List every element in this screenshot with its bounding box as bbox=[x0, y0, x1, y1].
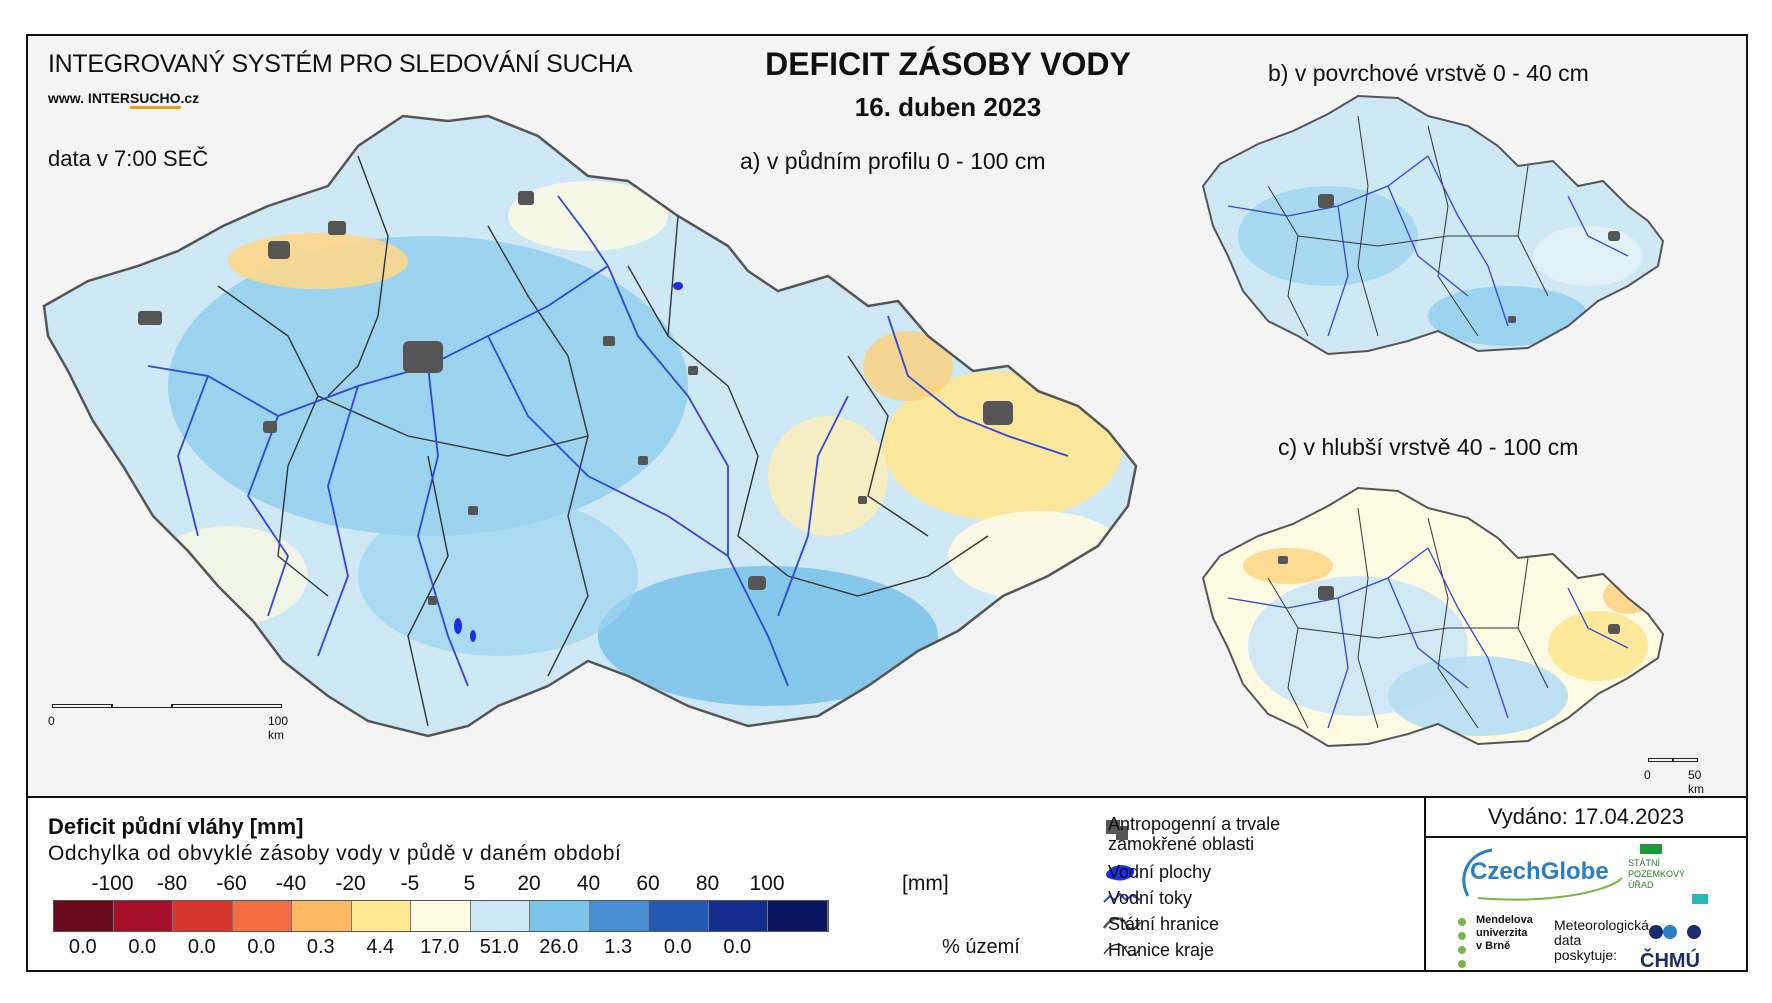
website-link[interactable]: www. INTERSUCHO.cz bbox=[48, 90, 200, 109]
data-time: data v 7:00 SEČ bbox=[48, 146, 209, 171]
legend-tick-unit: [mm] bbox=[902, 872, 949, 895]
legend-tick-label: -20 bbox=[335, 872, 366, 895]
symbol-anthropogenic-label: Antropogenní a trvale zamokřené oblasti bbox=[1108, 814, 1281, 854]
legend-swatch bbox=[54, 901, 114, 931]
legend-percent-value: 0.0 bbox=[663, 936, 692, 958]
legend-percent-value: 0.0 bbox=[723, 936, 752, 958]
legend-tick-label: 20 bbox=[517, 872, 541, 895]
surface-map-label: b) v povrchové vrstvě 0 - 40 cm bbox=[1268, 60, 1589, 86]
main-scale-segment bbox=[112, 704, 172, 708]
main-map bbox=[42, 114, 1138, 738]
water-area-icon bbox=[1106, 865, 1135, 881]
main-scale-start: 0 bbox=[48, 714, 55, 728]
legend-swatch bbox=[411, 901, 471, 931]
legend-tick-label: -60 bbox=[216, 872, 247, 895]
legend-swatch bbox=[530, 901, 590, 931]
legend-swatch bbox=[589, 901, 649, 931]
small-scale-segment bbox=[1673, 758, 1698, 762]
main-map-label: a) v půdním profilu 0 - 100 cm bbox=[740, 148, 1046, 174]
legend-percent-unit: % území bbox=[942, 936, 1020, 958]
state-border-icon bbox=[1102, 917, 1142, 931]
small-scale-segment bbox=[1648, 758, 1673, 762]
legend-subtitle: Odchylka od obvyklé zásoby vody v půdě v… bbox=[48, 842, 622, 865]
legend-tick-label: -40 bbox=[275, 872, 307, 895]
divider bbox=[1424, 798, 1426, 970]
legend-swatch bbox=[708, 901, 768, 931]
deep-map-label: c) v hlubší vrstvě 40 - 100 cm bbox=[1278, 434, 1579, 460]
meteo-data-label: Meteorologická data poskytuje: bbox=[1554, 917, 1649, 963]
mendel-logo-icon bbox=[1458, 918, 1466, 968]
chmu-logo: ČHMÚ bbox=[1640, 950, 1700, 972]
spu-logo: STÁTNÍ POZEMKOVÝ ÚŘAD bbox=[1628, 858, 1686, 890]
symbol-water-areas-label: Vodní plochy bbox=[1108, 862, 1212, 882]
legend-tick-label: 80 bbox=[695, 872, 720, 895]
legend-percent-value: 0.3 bbox=[306, 936, 335, 958]
legend-swatch bbox=[351, 901, 411, 931]
legend-percent-value: 26.0 bbox=[539, 936, 579, 958]
divider bbox=[1426, 836, 1746, 838]
legend-swatch bbox=[232, 901, 292, 931]
legend-percent-value: 17.0 bbox=[420, 936, 460, 958]
small-scale-end: 50 km bbox=[1688, 768, 1704, 796]
czechglobe-logo-icon bbox=[1462, 848, 1623, 901]
symbol-state-border-label: Státní hranice bbox=[1108, 914, 1220, 934]
legend-percent-value: 4.4 bbox=[366, 936, 395, 958]
mendel-logo: Mendelova univerzita v Brně bbox=[1476, 914, 1533, 952]
map-area: INTEGROVANÝ SYSTÉM PRO SLEDOVÁNÍ SUCHA w… bbox=[28, 36, 1746, 796]
region-border-icon bbox=[1103, 943, 1141, 956]
legend-swatch bbox=[173, 901, 233, 931]
system-name: INTEGROVANÝ SYSTÉM PRO SLEDOVÁNÍ SUCHA bbox=[48, 50, 633, 78]
legend-tick-label: 60 bbox=[636, 872, 660, 895]
legend-percent-value: 1.3 bbox=[604, 936, 633, 958]
main-scale-segment bbox=[52, 704, 112, 708]
legend-tick-label: -100 bbox=[91, 872, 134, 895]
website-prefix: www. INTER bbox=[48, 90, 130, 106]
website-suffix: .cz bbox=[180, 90, 200, 106]
map-frame: INTEGROVANÝ SYSTÉM PRO SLEDOVÁNÍ SUCHA w… bbox=[26, 34, 1748, 972]
symbol-region-border-label: Hranice kraje bbox=[1108, 940, 1215, 960]
legend-tick-label: -5 bbox=[400, 872, 420, 895]
legend-swatch bbox=[768, 901, 828, 931]
anthropogenic-area-icon bbox=[1106, 820, 1128, 840]
symbol-streams-label: Vodní toky bbox=[1108, 888, 1193, 908]
spu-accent-icon bbox=[1692, 894, 1708, 904]
legend-percent-value: 51.0 bbox=[479, 936, 519, 958]
legend-color-bar bbox=[53, 900, 829, 932]
small-scale-start: 0 bbox=[1644, 768, 1651, 782]
spu-logo-icon bbox=[1640, 844, 1662, 854]
legend-tick-label: 40 bbox=[576, 872, 601, 895]
legend-percent-value: 0.0 bbox=[247, 936, 276, 958]
deep-layer-map bbox=[1201, 486, 1665, 748]
issued-date: Vydáno: 17.04.2023 bbox=[1487, 804, 1685, 829]
website-brand: SUCHO bbox=[129, 90, 181, 109]
legend-tick-label: 100 bbox=[749, 872, 785, 895]
legend-title: Deficit půdní vláhy [mm] bbox=[48, 814, 304, 839]
legend-swatch bbox=[292, 901, 352, 931]
legend-percent-value: 0.0 bbox=[187, 936, 216, 958]
divider bbox=[28, 796, 1746, 798]
czechglobe-logo: CzechGlobe bbox=[1470, 858, 1609, 885]
legend-tick-label: 5 bbox=[463, 872, 476, 895]
main-date: 16. duben 2023 bbox=[854, 92, 1042, 122]
chmu-logo-icon bbox=[1649, 925, 1701, 939]
main-scale-end: 100 km bbox=[268, 714, 289, 742]
surface-layer-map bbox=[1201, 94, 1665, 356]
legend-swatch bbox=[113, 901, 173, 931]
legend-swatch bbox=[649, 901, 709, 931]
legend-percent-value: 0.0 bbox=[128, 936, 157, 958]
stream-icon bbox=[1103, 892, 1141, 903]
main-title: DEFICIT ZÁSOBY VODY bbox=[765, 46, 1131, 82]
legend-swatch bbox=[470, 901, 530, 931]
main-scale-segment bbox=[172, 704, 282, 708]
legend-tick-label: -80 bbox=[156, 872, 188, 895]
legend-percent-value: 0.0 bbox=[68, 936, 97, 958]
